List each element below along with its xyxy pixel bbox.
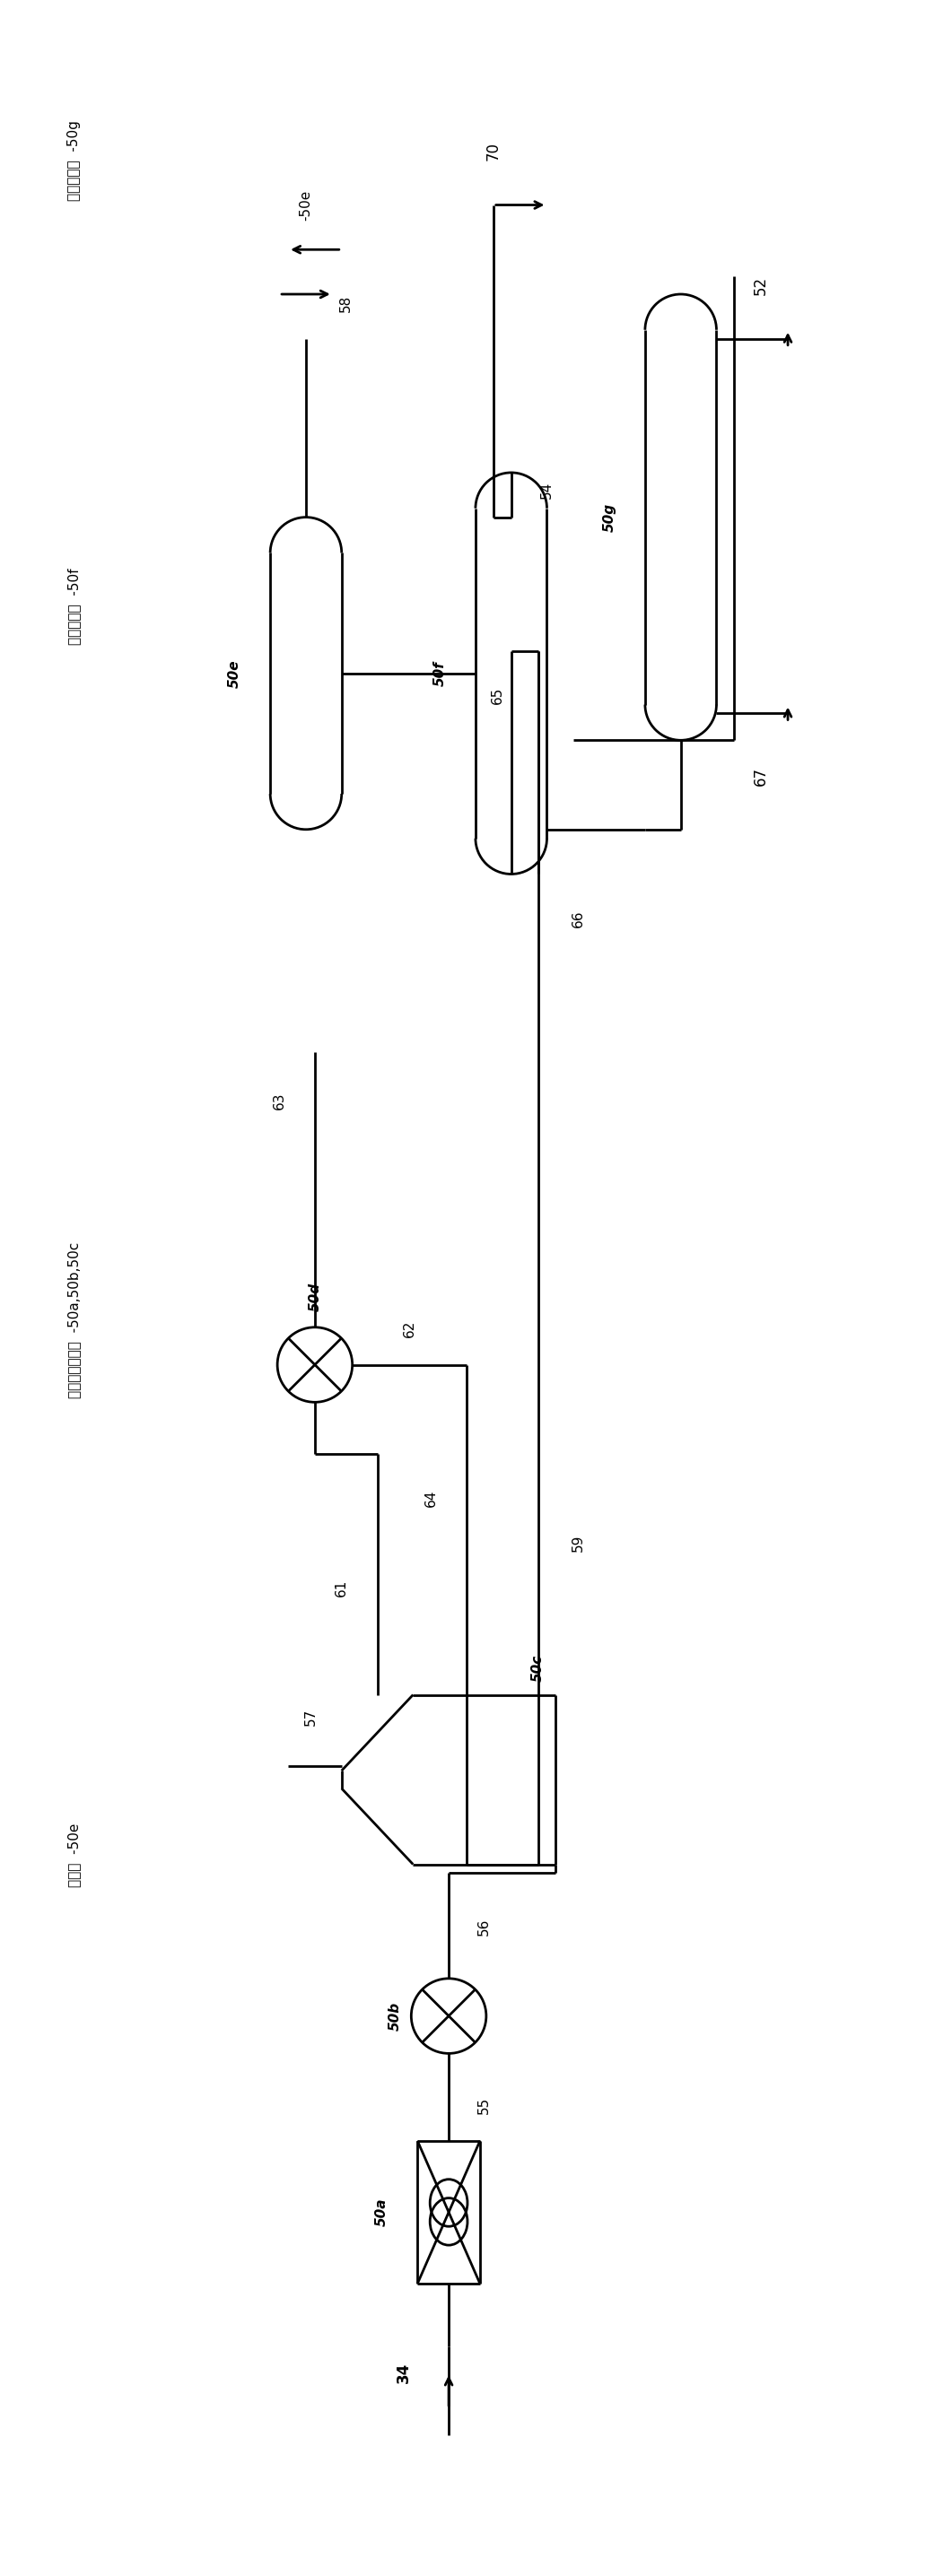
- Text: 56: 56: [478, 1919, 491, 1935]
- Text: 61: 61: [335, 1579, 348, 1597]
- Text: 树脂塔  -50e: 树脂塔 -50e: [68, 1824, 81, 1888]
- Text: 64: 64: [424, 1489, 438, 1507]
- Text: 50g: 50g: [603, 502, 616, 531]
- Text: 54: 54: [540, 482, 554, 500]
- Text: 58: 58: [339, 294, 353, 312]
- Text: 70: 70: [485, 142, 501, 160]
- Text: 50e: 50e: [228, 659, 242, 688]
- Text: 50d: 50d: [308, 1283, 321, 1311]
- Text: 50b: 50b: [388, 2002, 402, 2030]
- Text: 52: 52: [753, 276, 770, 294]
- Text: 溶剂萃取器  -50g: 溶剂萃取器 -50g: [68, 121, 81, 201]
- Text: 62: 62: [403, 1321, 416, 1337]
- Text: 50a: 50a: [375, 2197, 389, 2226]
- Text: 55: 55: [478, 2097, 491, 2115]
- Text: 50f: 50f: [433, 662, 446, 685]
- Text: 67: 67: [753, 768, 770, 786]
- Text: 57: 57: [304, 1708, 317, 1726]
- Text: -50e: -50e: [299, 191, 313, 222]
- Text: 66: 66: [571, 909, 585, 927]
- Text: 34: 34: [396, 2362, 412, 2383]
- Text: 50c: 50c: [532, 1654, 544, 1682]
- Text: 59: 59: [571, 1535, 585, 1551]
- Text: 初始沥青质萃取  -50a,50b,50c: 初始沥青质萃取 -50a,50b,50c: [68, 1242, 81, 1399]
- Text: 树脂萃取器  -50f: 树脂萃取器 -50f: [68, 569, 81, 644]
- Text: 63: 63: [272, 1092, 286, 1110]
- Text: 65: 65: [491, 688, 505, 703]
